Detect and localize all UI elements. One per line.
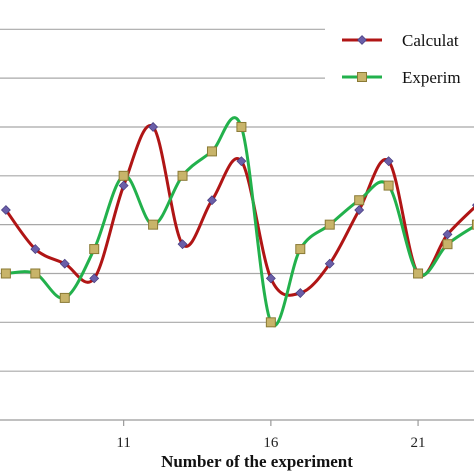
legend-label-1: Experim <box>402 68 461 87</box>
x-axis-ticks: 11 16 21 <box>116 420 426 451</box>
legend-label-0: Calculat <box>402 31 459 50</box>
series-1-point-0 <box>0 268 11 279</box>
series-0-point-8 <box>236 156 247 167</box>
series-1-point-5 <box>148 219 159 230</box>
series-1-point-12 <box>354 195 365 206</box>
series-1-point-10 <box>295 244 306 255</box>
series-0-point-6 <box>177 239 188 250</box>
series-0-point-7 <box>207 195 217 206</box>
series-1-point-1 <box>30 268 41 279</box>
series-0-point-4 <box>118 180 129 191</box>
series-1-point-8 <box>236 121 247 132</box>
series-1-point-7 <box>206 146 217 157</box>
series-markers <box>0 121 474 328</box>
series-1-point-4 <box>118 170 129 181</box>
series-1-point-9 <box>265 317 276 328</box>
series-1-point-13 <box>383 180 394 191</box>
x-axis-title: Number of the experiment <box>161 452 353 471</box>
legend: Calculat Experim <box>325 20 474 100</box>
series-0-point-2 <box>59 258 70 269</box>
series-1-point-15 <box>442 239 453 250</box>
series-0-point-0 <box>0 205 11 215</box>
legend-background <box>325 20 474 100</box>
series-1-point-3 <box>89 244 100 255</box>
series-0-point-13 <box>383 156 394 167</box>
legend-marker-1 <box>357 72 367 82</box>
series-1-point-16 <box>471 219 474 230</box>
series-0-point-10 <box>295 288 306 298</box>
x-tick-label-2: 21 <box>411 435 426 451</box>
x-tick-label-1: 16 <box>263 435 279 451</box>
series-1-point-11 <box>324 219 335 230</box>
series-0-point-5 <box>148 122 159 132</box>
series-line-0 <box>4 124 474 297</box>
series-lines <box>4 116 474 328</box>
series-0-point-9 <box>265 273 276 284</box>
x-tick-label-0: 11 <box>116 435 130 451</box>
series-0-point-3 <box>89 273 100 284</box>
series-0-point-11 <box>324 258 335 269</box>
series-0-point-12 <box>354 205 365 215</box>
series-1-point-14 <box>413 268 424 279</box>
series-1-point-2 <box>59 292 70 303</box>
series-0-point-1 <box>30 244 41 254</box>
series-0-point-15 <box>442 229 453 240</box>
legend-marker-0 <box>357 35 367 45</box>
series-1-point-6 <box>177 170 188 181</box>
